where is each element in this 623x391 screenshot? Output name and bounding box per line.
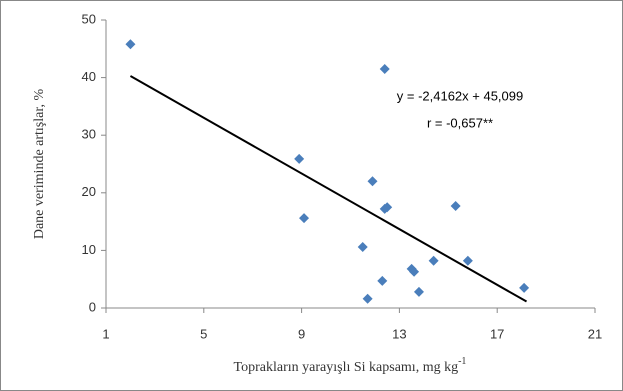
y-tick-label: 20 <box>82 184 96 199</box>
scatter-point <box>428 255 439 266</box>
scatter-point <box>125 39 136 50</box>
y-tick-label: 30 <box>82 127 96 142</box>
x-tick-label: 13 <box>392 326 406 341</box>
scatter-point <box>409 266 420 277</box>
y-tick-label: 10 <box>82 242 96 257</box>
scatter-point <box>519 282 530 293</box>
scatter-point <box>379 203 390 214</box>
y-tick-label: 0 <box>89 299 96 314</box>
scatter-point <box>413 286 424 297</box>
scatter-point <box>379 63 390 74</box>
scatter-point <box>377 275 388 286</box>
scatter-point <box>367 176 378 187</box>
x-tick-label: 9 <box>298 326 305 341</box>
y-tick-label: 50 <box>82 11 96 26</box>
scatter-point <box>299 213 310 224</box>
y-axis-label: Dane veriminde artışlar, % <box>32 89 47 240</box>
y-tick-label: 40 <box>82 69 96 84</box>
annotation: y = -2,4162x + 45,099 <box>397 88 523 103</box>
scatter-point <box>362 293 373 304</box>
x-label-text: Toprakların yarayışlı Si kapsamı, mg kg <box>234 360 459 375</box>
annotation: r = -0,657** <box>427 115 493 130</box>
scatter-point <box>462 255 473 266</box>
x-label-sup: -1 <box>458 356 466 367</box>
x-tick-label: 5 <box>200 326 207 341</box>
x-tick-label: 21 <box>588 326 602 341</box>
trend-line <box>129 75 528 303</box>
scatter-point <box>450 201 461 212</box>
scatter-point <box>294 153 305 164</box>
x-axis-label: Toprakların yarayışlı Si kapsamı, mg kg-… <box>234 356 467 375</box>
x-tick-label: 17 <box>490 326 504 341</box>
x-tick-label: 1 <box>102 326 109 341</box>
scatter-point <box>357 241 368 252</box>
